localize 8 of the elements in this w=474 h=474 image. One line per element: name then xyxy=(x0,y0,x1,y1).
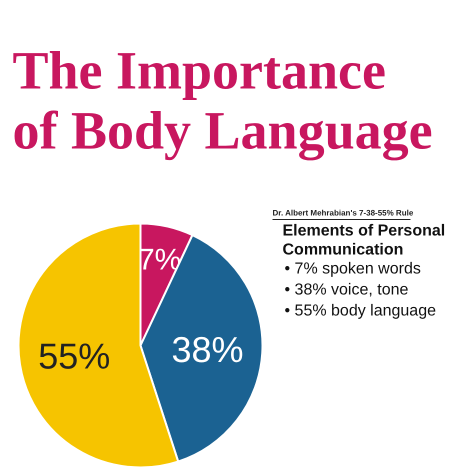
text: • 7% spoken words xyxy=(284,260,421,278)
text: Dr. Albert Mehrabian's 7-38-55% Rule xyxy=(272,208,414,218)
text: • 38% voice, tone xyxy=(284,282,408,298)
data-label: 38% xyxy=(171,329,244,370)
text: Elements of Personal Communication xyxy=(282,222,446,258)
chart-title: The Importance of Body Language xyxy=(12,40,433,160)
data-label: 55% xyxy=(38,335,110,376)
text: • 55% body language xyxy=(284,302,436,320)
